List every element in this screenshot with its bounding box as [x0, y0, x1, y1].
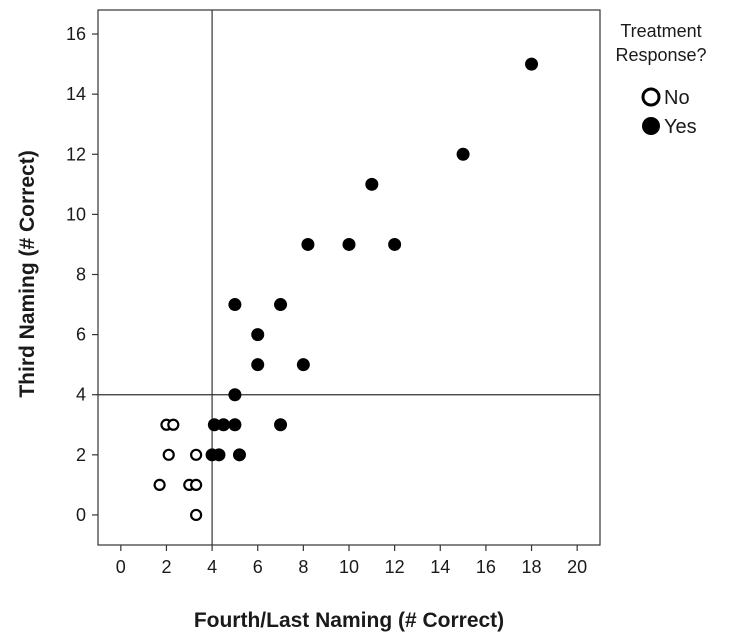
legend-label-no: No	[664, 87, 690, 109]
point-yes-response	[388, 237, 402, 251]
point-yes-response	[228, 418, 242, 432]
y-tick-label: 2	[76, 445, 86, 465]
legend-marker-yes	[642, 117, 660, 135]
y-tick-label: 12	[66, 144, 86, 164]
x-tick-label: 0	[116, 557, 126, 577]
x-tick-label: 16	[476, 557, 496, 577]
point-yes-response	[228, 388, 242, 402]
x-tick-label: 2	[161, 557, 171, 577]
point-yes-response	[525, 57, 539, 71]
x-axis-title: Fourth/Last Naming (# Correct)	[194, 609, 504, 632]
x-tick-label: 18	[522, 557, 542, 577]
point-yes-response	[217, 418, 230, 432]
data-points	[153, 57, 539, 522]
point-yes-response	[456, 147, 470, 161]
x-tick-label: 14	[430, 557, 450, 577]
legend: Treatment Response? No Yes	[615, 21, 706, 138]
y-tick-label: 14	[66, 84, 86, 104]
y-tick-label: 4	[76, 385, 86, 405]
y-axis-ticks: 0 2 4 6 8 10 12 14 16	[66, 24, 98, 525]
point-no-response	[162, 448, 175, 461]
point-yes-response	[274, 298, 288, 312]
point-no-response	[190, 508, 203, 522]
x-tick-label: 20	[567, 557, 587, 577]
y-axis-title: Third Naming (# Correct)	[16, 150, 39, 397]
x-tick-label: 4	[207, 557, 217, 577]
y-tick-label: 6	[76, 325, 86, 345]
y-tick-label: 10	[66, 204, 86, 224]
x-tick-label: 8	[298, 557, 308, 577]
point-yes-response	[232, 448, 246, 462]
legend-title-line-1: Treatment	[620, 21, 701, 41]
y-tick-label: 16	[66, 24, 86, 44]
x-tick-label: 10	[339, 557, 359, 577]
point-yes-response	[365, 177, 379, 191]
point-yes-response	[207, 418, 221, 432]
point-yes-response	[251, 358, 265, 372]
point-no-response	[153, 478, 166, 491]
y-tick-label: 0	[76, 505, 86, 525]
point-yes-response	[251, 328, 265, 342]
point-no-response	[190, 478, 203, 491]
x-tick-label: 6	[253, 557, 263, 577]
point-no-response	[167, 418, 180, 431]
point-yes-response	[274, 418, 288, 432]
plot-frame	[97, 9, 601, 546]
plot-area	[97, 9, 601, 546]
legend-title-line-2: Response?	[615, 45, 706, 65]
point-yes-response	[342, 237, 356, 251]
y-tick-label: 8	[76, 264, 86, 284]
x-axis-ticks: 0 2 4 6 8 10 12 14 16 18 20	[116, 545, 587, 577]
point-no-response	[190, 448, 203, 461]
point-yes-response	[301, 237, 315, 251]
point-yes-response	[228, 298, 242, 312]
legend-marker-no	[641, 87, 661, 107]
legend-label-yes: Yes	[664, 116, 697, 138]
point-yes-response	[296, 358, 310, 372]
point-yes-response	[212, 448, 226, 462]
x-tick-label: 12	[385, 557, 405, 577]
